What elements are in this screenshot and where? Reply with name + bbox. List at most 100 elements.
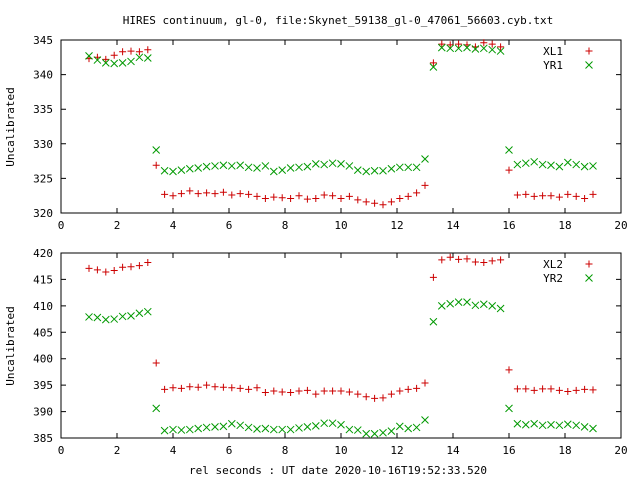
data-point [270, 193, 278, 201]
data-point [547, 385, 555, 393]
x-tick-label: 18 [558, 444, 571, 457]
legend-marker [585, 61, 593, 69]
data-point [547, 420, 555, 429]
data-point [496, 47, 505, 55]
x-tick-label: 16 [502, 444, 515, 457]
data-point [379, 201, 387, 209]
data-point [228, 384, 236, 392]
x-tick-label: 8 [282, 219, 289, 232]
data-point [488, 40, 496, 48]
data-point [311, 160, 320, 168]
data-point [144, 46, 152, 54]
data-point [295, 192, 303, 200]
data-point [337, 160, 345, 168]
data-point [185, 425, 194, 434]
y-axis-label: Uncalibrated [4, 87, 17, 166]
x-tick-label: 16 [502, 219, 515, 232]
data-point [488, 257, 496, 265]
series-yr2 [85, 298, 597, 438]
data-point [539, 385, 547, 393]
data-point [177, 426, 186, 434]
data-point [303, 386, 311, 394]
data-point [555, 193, 563, 201]
data-point [253, 192, 261, 200]
data-point [488, 45, 497, 54]
data-point [463, 255, 471, 263]
data-point [160, 426, 169, 435]
data-point [161, 190, 169, 198]
data-point [589, 424, 597, 433]
data-point [387, 164, 396, 173]
data-point [202, 162, 211, 171]
data-point [396, 387, 404, 395]
data-point [227, 162, 236, 170]
data-point [320, 419, 329, 428]
x-tick-label: 12 [390, 444, 403, 457]
data-point [102, 268, 110, 276]
data-point [463, 43, 471, 52]
data-point [194, 424, 203, 433]
data-point [539, 192, 547, 200]
data-point [563, 420, 572, 429]
data-point [203, 189, 211, 197]
data-point [547, 161, 555, 170]
y-tick-label: 325 [33, 172, 53, 185]
data-point [186, 187, 194, 195]
y-axis-label: Uncalibrated [4, 306, 17, 385]
data-point [303, 162, 312, 171]
legend-marker [585, 274, 593, 282]
data-point [496, 304, 505, 313]
data-point [295, 163, 303, 172]
data-point [572, 386, 580, 394]
data-point [320, 387, 328, 395]
data-point [295, 387, 303, 395]
data-point [337, 194, 345, 202]
legend-marker [585, 47, 593, 55]
data-point [421, 181, 429, 189]
data-point [379, 428, 387, 437]
data-point [454, 298, 463, 307]
data-point [253, 384, 261, 392]
data-point [329, 387, 337, 395]
data-point [387, 390, 395, 398]
data-point [236, 161, 245, 170]
x-tick-label: 10 [334, 219, 347, 232]
data-point [379, 394, 387, 402]
legend-label: YR2 [543, 272, 563, 285]
data-point [371, 394, 379, 402]
data-point [245, 385, 253, 393]
data-point [354, 196, 362, 204]
data-point [471, 45, 480, 53]
data-point [589, 190, 597, 198]
data-point [85, 313, 93, 321]
data-point [421, 155, 429, 163]
data-point [177, 384, 185, 392]
x-tick-label: 10 [334, 444, 347, 457]
data-point [370, 166, 379, 175]
data-point [471, 301, 480, 310]
data-point [437, 43, 446, 52]
data-point [119, 263, 127, 271]
data-point [303, 423, 312, 431]
data-point [479, 300, 488, 309]
x-tick-label: 14 [446, 444, 460, 457]
data-point [219, 422, 228, 431]
y-tick-label: 400 [33, 353, 53, 366]
data-point [555, 162, 564, 171]
data-point [538, 160, 547, 169]
data-point [219, 383, 227, 391]
data-point [295, 424, 303, 432]
data-point [211, 383, 219, 391]
data-point [446, 41, 454, 49]
data-point [219, 188, 227, 196]
data-point [127, 312, 135, 320]
series-xl2 [85, 253, 597, 402]
data-point [286, 425, 295, 434]
data-point [287, 389, 295, 397]
data-point [455, 255, 463, 263]
x-tick-label: 12 [390, 219, 403, 232]
series-xl1 [85, 39, 597, 209]
data-point [303, 195, 311, 203]
plot-frame [60, 252, 622, 439]
